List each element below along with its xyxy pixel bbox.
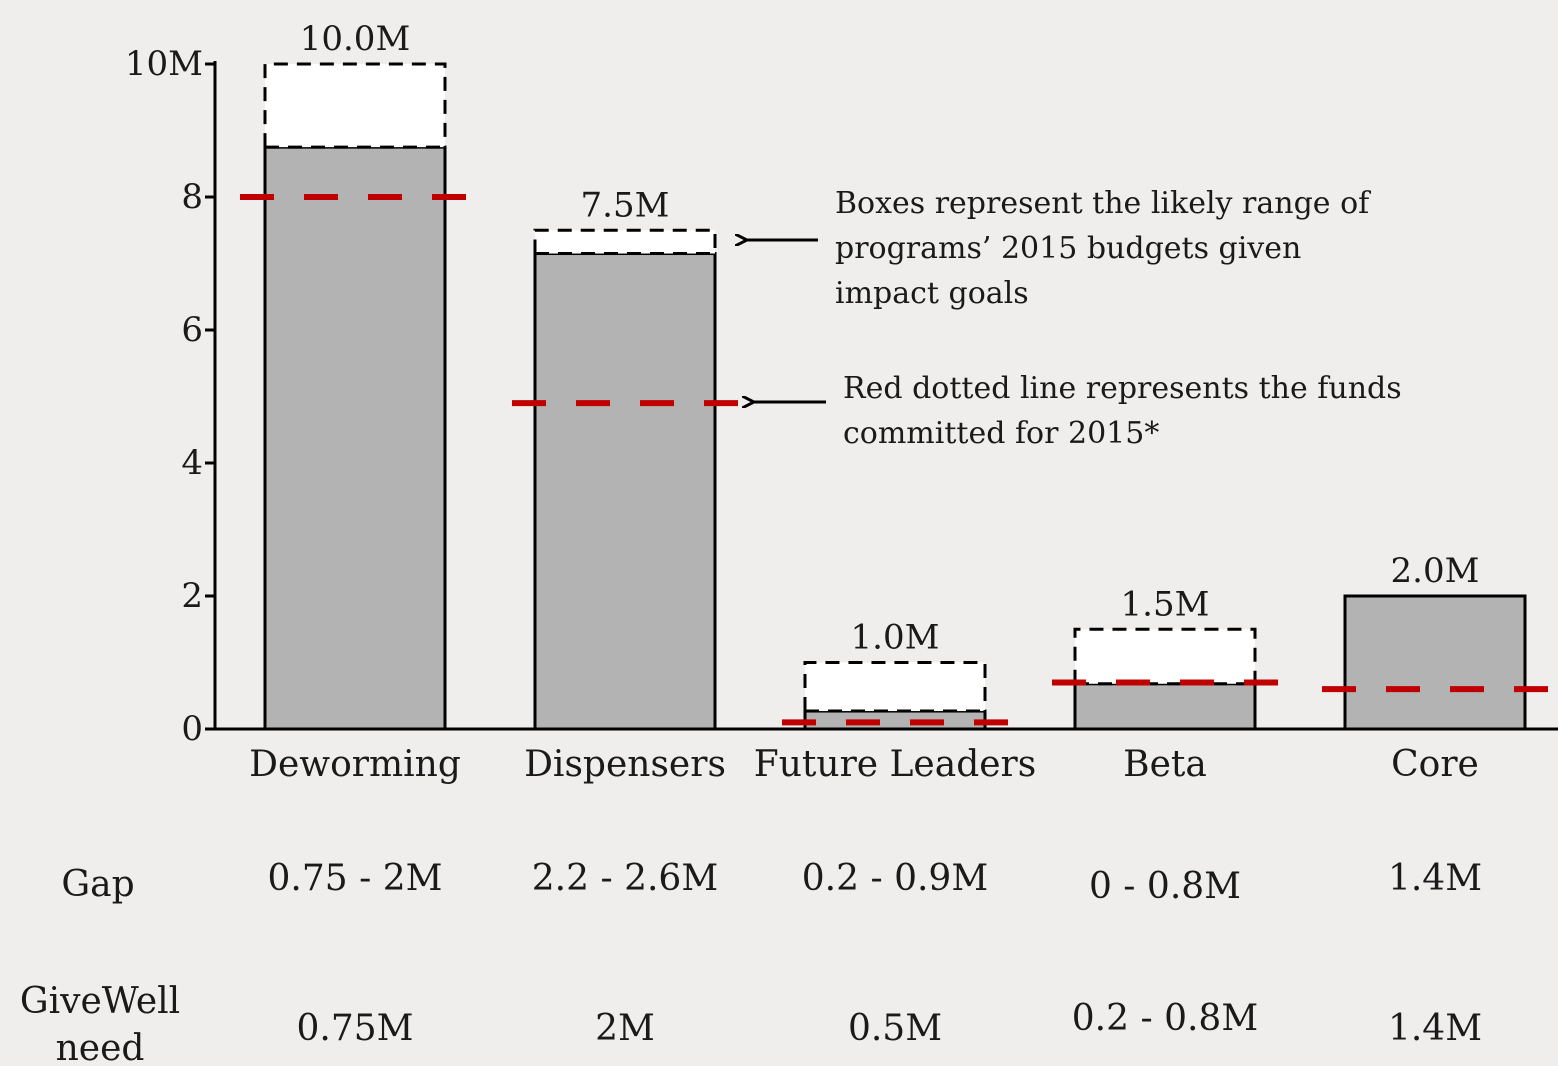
y-tick-label-1: 2 <box>181 576 203 616</box>
table-cell-0-4: 1.4M <box>1388 858 1482 899</box>
table-cell-0-3: 0 - 0.8M <box>1089 866 1241 907</box>
y-tick-label-2: 4 <box>181 443 203 483</box>
table-row-label-1-0: GiveWell <box>20 981 180 1022</box>
table-cell-1-3: 0.2 - 0.8M <box>1072 998 1258 1039</box>
category-label-0: Deworming <box>249 744 461 785</box>
y-tick-label-0: 0 <box>181 709 203 749</box>
table-cell-1-1: 2M <box>595 1008 655 1049</box>
bar-0 <box>263 145 447 731</box>
y-tick-label-5: 10M <box>125 44 203 84</box>
budget-box-1 <box>533 228 717 256</box>
top-label-3: 1.5M <box>1121 584 1210 624</box>
table-cell-0-0: 0.75 - 2M <box>268 858 443 899</box>
bar-1 <box>533 252 717 731</box>
top-label-4: 2.0M <box>1391 551 1480 591</box>
annotation-0-line-1: programs’ 2015 budgets given <box>835 231 1301 266</box>
annotation-0-line-2: impact goals <box>835 276 1029 311</box>
category-label-2: Future Leaders <box>754 744 1036 785</box>
top-label-2: 1.0M <box>851 618 940 658</box>
budget-box-3 <box>1073 627 1257 686</box>
bar-2 <box>803 709 987 731</box>
table-cell-0-1: 2.2 - 2.6M <box>532 858 718 899</box>
annotation-1-line-1: committed for 2015* <box>843 416 1159 451</box>
bar-4 <box>1343 594 1527 731</box>
bar-3 <box>1073 682 1257 731</box>
y-tick-label-4: 8 <box>181 177 203 217</box>
category-label-1: Dispensers <box>524 744 726 785</box>
table-cell-1-2: 0.5M <box>848 1008 942 1049</box>
y-tick-label-3: 6 <box>181 310 203 350</box>
category-label-3: Beta <box>1123 744 1207 785</box>
table-cell-0-2: 0.2 - 0.9M <box>802 858 988 899</box>
budget-box-fill-2 <box>805 662 985 712</box>
top-label-1: 7.5M <box>581 185 670 225</box>
annotation-0-line-0: Boxes represent the likely range of <box>835 186 1371 221</box>
table-cell-1-0: 0.75M <box>296 1008 413 1049</box>
budget-box-0 <box>263 62 447 149</box>
budget-box-2 <box>803 661 987 713</box>
budget-box-fill-1 <box>535 230 715 254</box>
category-label-4: Core <box>1391 744 1479 785</box>
budget-box-fill-0 <box>265 64 445 148</box>
top-label-0: 10.0M <box>300 19 411 59</box>
annotation-1-line-0: Red dotted line represents the funds <box>843 371 1402 406</box>
table-row-label-1-1: need <box>56 1028 145 1066</box>
table-row-label-0: Gap <box>61 864 134 905</box>
table-cell-1-4: 1.4M <box>1388 1008 1482 1049</box>
budget-box-fill-3 <box>1075 629 1255 684</box>
